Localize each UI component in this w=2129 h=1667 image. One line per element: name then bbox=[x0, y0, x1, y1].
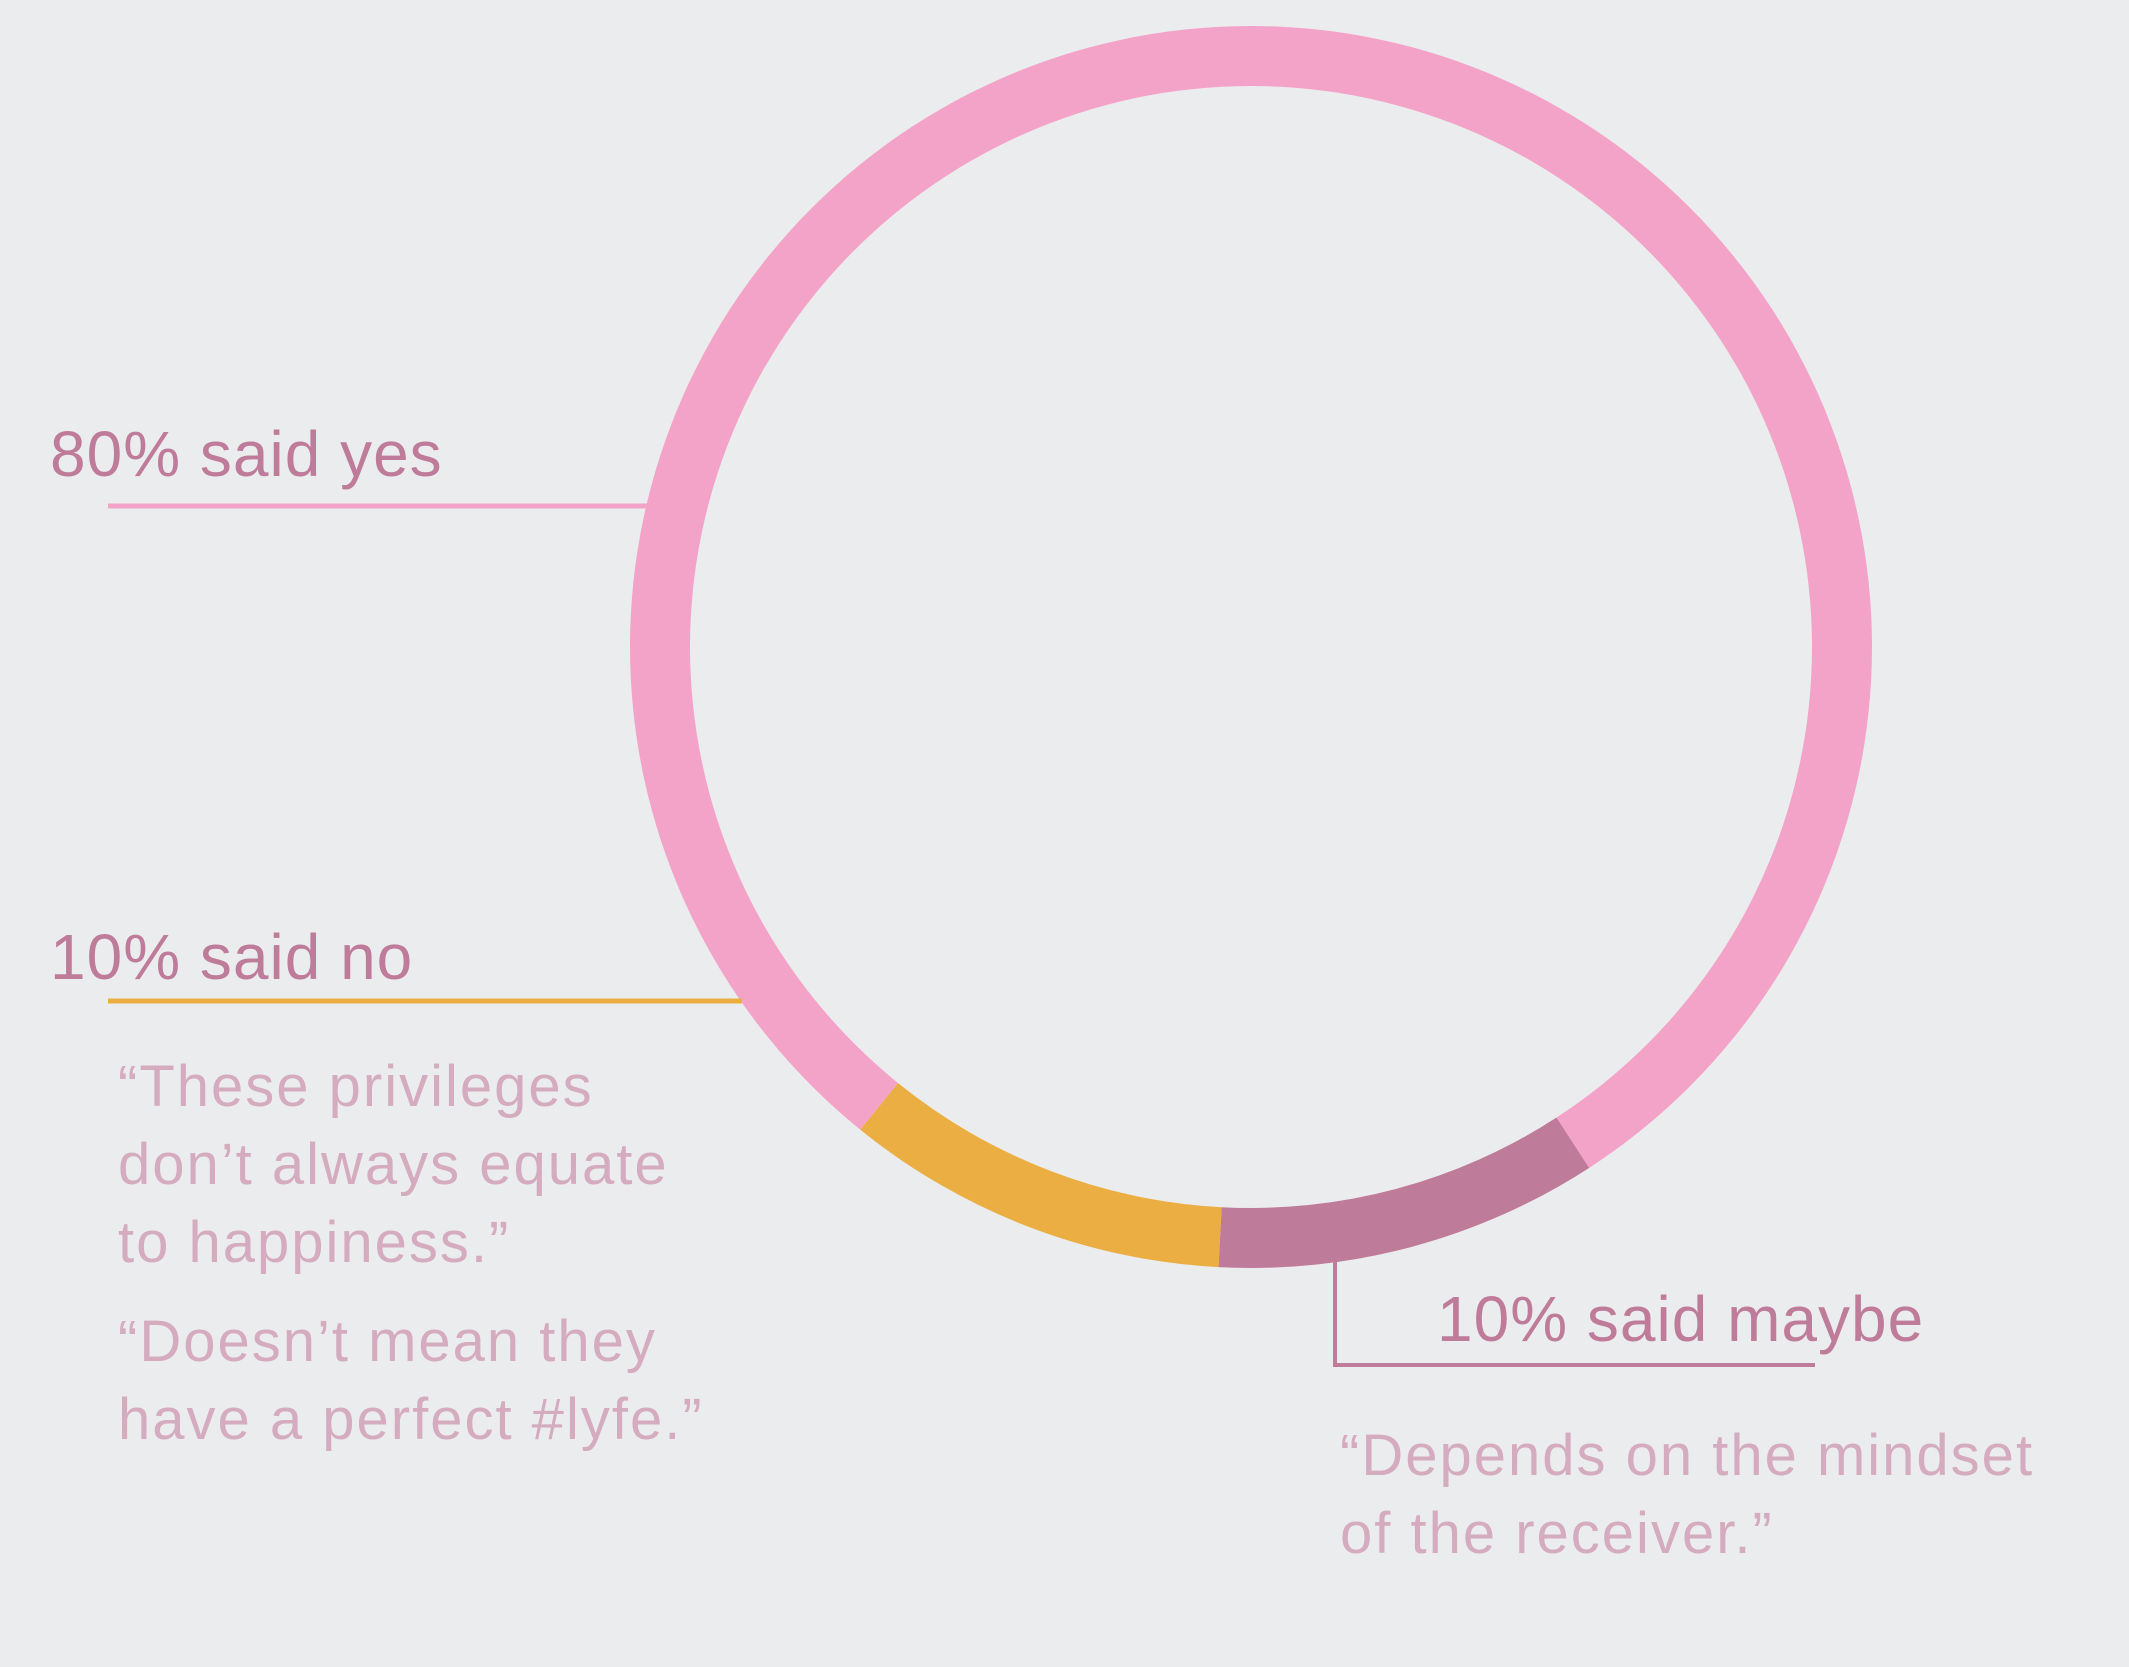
quote-no-1-line: don’t always equate bbox=[118, 1132, 669, 1197]
quote-no-1-line: “These privileges bbox=[118, 1054, 594, 1119]
quote-maybe-1: “Depends on the mindset of the receiver.… bbox=[1340, 1417, 2034, 1573]
label-no: 10% said no bbox=[50, 921, 414, 993]
leader-line-maybe bbox=[1333, 1262, 1815, 1367]
quote-maybe-1-line: “Depends on the mindset bbox=[1340, 1423, 2035, 1488]
slice-no bbox=[860, 1082, 1222, 1268]
label-maybe: 10% said maybe bbox=[1437, 1283, 1925, 1355]
slice-maybe bbox=[1218, 1117, 1590, 1268]
donut-slices bbox=[630, 26, 1873, 1268]
quote-no-2-line: have a perfect #lyfe.” bbox=[118, 1387, 704, 1452]
quote-no-2: “Doesn’t mean they have a perfect #lyfe.… bbox=[118, 1303, 704, 1459]
quote-no-2-line: “Doesn’t mean they bbox=[118, 1309, 657, 1374]
quote-no-1: “These privileges don’t always equate to… bbox=[118, 1048, 669, 1282]
label-yes: 80% said yes bbox=[50, 418, 443, 490]
quote-maybe-1-line: of the receiver.” bbox=[1340, 1501, 1774, 1566]
quote-no-1-line: to happiness.” bbox=[118, 1210, 511, 1275]
slice-yes bbox=[630, 26, 1873, 1168]
